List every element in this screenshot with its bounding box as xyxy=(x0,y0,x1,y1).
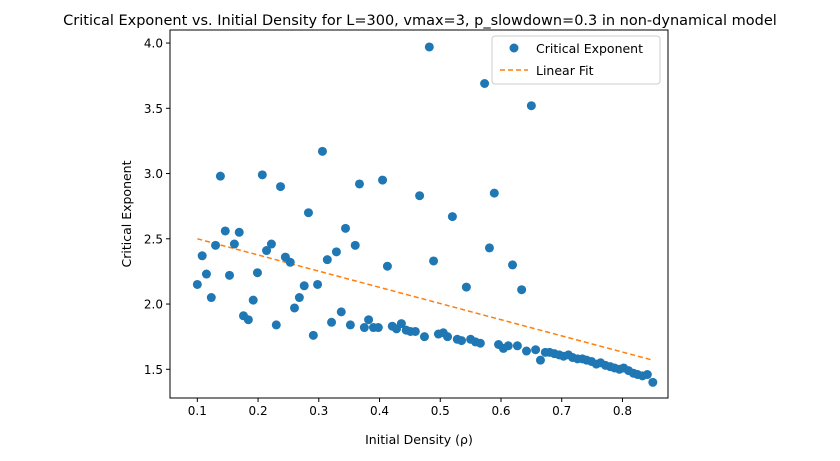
legend-marker-critical-exponent xyxy=(509,43,519,53)
data-point xyxy=(234,227,244,237)
data-point xyxy=(331,247,341,257)
data-point xyxy=(243,315,253,325)
data-point xyxy=(429,256,439,266)
y-tick-label: 4.0 xyxy=(144,37,163,51)
data-point xyxy=(447,212,457,222)
data-point xyxy=(197,251,207,261)
scatter-points xyxy=(192,42,658,387)
plot-frame xyxy=(169,29,669,399)
data-point xyxy=(508,260,518,270)
y-tick-label: 2.0 xyxy=(144,298,163,312)
data-point xyxy=(192,279,202,289)
data-point xyxy=(484,243,494,253)
data-point xyxy=(313,279,323,289)
x-tick-label: 0.1 xyxy=(188,404,207,418)
data-point xyxy=(336,307,346,317)
data-point xyxy=(512,341,522,351)
data-point xyxy=(317,146,327,156)
data-point xyxy=(382,261,392,271)
x-tick-label: 0.7 xyxy=(552,404,571,418)
data-point xyxy=(354,179,364,189)
data-point xyxy=(290,303,299,313)
x-tick-label: 0.4 xyxy=(370,404,389,418)
x-tick-label: 0.6 xyxy=(491,404,510,418)
data-point xyxy=(257,170,267,180)
data-point xyxy=(419,332,429,342)
data-point xyxy=(480,79,490,89)
y-axis: 1.5 2.0 2.5 3.0 3.5 4.0 xyxy=(144,37,170,377)
data-point xyxy=(415,191,425,201)
data-point xyxy=(345,320,355,330)
data-point xyxy=(215,171,225,181)
y-tick-label: 3.5 xyxy=(144,102,163,116)
data-point xyxy=(489,188,499,198)
y-tick-label: 3.0 xyxy=(144,167,163,181)
data-point xyxy=(443,332,453,342)
y-axis-label: Critical Exponent xyxy=(119,160,134,267)
data-point xyxy=(535,355,545,365)
data-point xyxy=(475,338,485,348)
data-point xyxy=(327,317,337,327)
data-point xyxy=(276,182,286,192)
data-point xyxy=(424,42,434,52)
data-point xyxy=(461,282,471,292)
legend-label-critical-exponent: Critical Exponent xyxy=(536,41,643,56)
data-point xyxy=(303,208,313,218)
data-point xyxy=(378,175,388,185)
data-point xyxy=(201,269,211,279)
data-point xyxy=(211,240,221,250)
data-point xyxy=(517,285,527,295)
data-point xyxy=(526,101,536,111)
x-axis-label: Initial Density (ρ) xyxy=(365,432,473,447)
chart-title: Critical Exponent vs. Initial Density fo… xyxy=(63,13,777,29)
x-tick-label: 0.5 xyxy=(431,404,450,418)
data-point xyxy=(285,257,295,267)
data-point xyxy=(206,293,216,303)
data-point xyxy=(364,315,374,325)
data-point xyxy=(373,323,383,333)
y-tick-label: 2.5 xyxy=(144,232,163,246)
linear-fit-line xyxy=(197,238,654,361)
y-tick-label: 1.5 xyxy=(144,363,163,377)
data-point xyxy=(503,341,513,351)
data-point xyxy=(457,336,467,346)
x-tick-label: 0.3 xyxy=(309,404,328,418)
x-tick-label: 0.2 xyxy=(249,404,268,418)
data-point xyxy=(350,240,360,250)
data-point xyxy=(396,319,406,329)
data-point xyxy=(308,330,318,340)
data-point xyxy=(271,320,281,330)
data-point xyxy=(521,346,531,356)
data-point xyxy=(262,246,272,256)
x-tick-label: 0.8 xyxy=(613,404,632,418)
x-axis: 0.1 0.2 0.3 0.4 0.5 0.6 0.7 0.8 xyxy=(188,398,632,418)
data-point xyxy=(642,370,652,380)
data-point xyxy=(248,295,258,305)
data-point xyxy=(294,293,304,303)
data-point xyxy=(299,281,309,291)
legend-box xyxy=(491,35,661,85)
legend-label-linear-fit: Linear Fit xyxy=(536,63,594,78)
data-point xyxy=(531,345,541,355)
data-point xyxy=(266,239,276,249)
data-point xyxy=(229,239,239,249)
data-point xyxy=(359,323,369,333)
data-point xyxy=(410,326,420,336)
data-point xyxy=(252,268,262,278)
data-point xyxy=(648,377,658,387)
fit-line-layer xyxy=(197,238,654,361)
plot-area xyxy=(169,29,669,399)
data-point xyxy=(220,226,230,236)
data-point xyxy=(341,223,351,233)
legend: Critical Exponent Linear Fit xyxy=(491,35,661,85)
data-point xyxy=(322,255,332,265)
data-point xyxy=(225,270,235,280)
